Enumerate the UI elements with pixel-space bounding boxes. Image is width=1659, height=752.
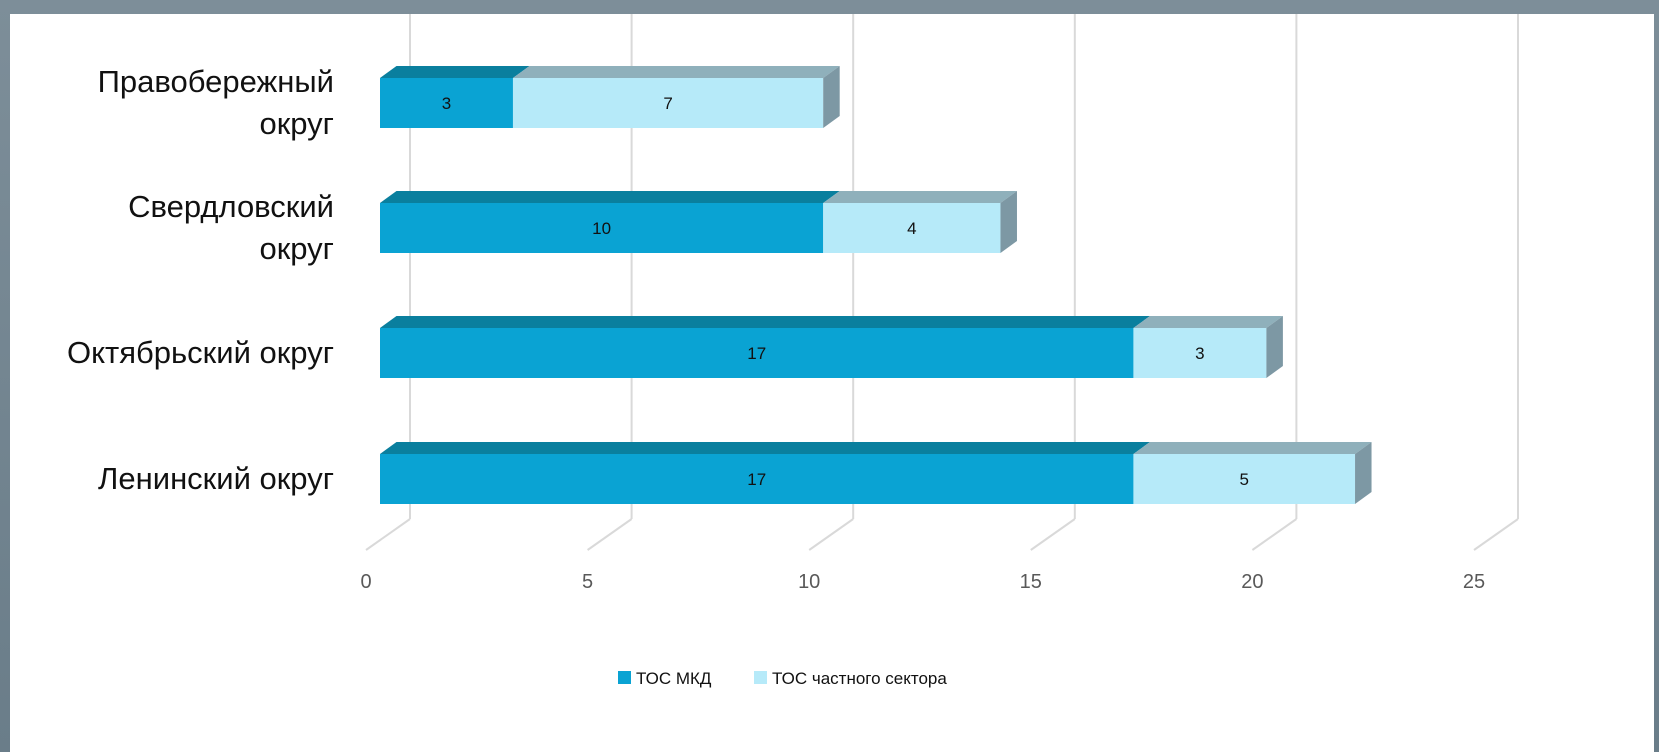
- bars-layer: [380, 66, 1372, 504]
- bar-top-face: [512, 66, 840, 78]
- bar-segment: [380, 203, 824, 253]
- floor-gridline: [1251, 518, 1297, 551]
- chart-panel: [10, 14, 1654, 752]
- data-label: 17: [747, 344, 766, 363]
- x-tick-label: 25: [1463, 571, 1485, 593]
- bar-top-face: [1133, 442, 1372, 454]
- bar-segment: [380, 328, 1134, 378]
- category-label: Ленинский округ: [98, 461, 334, 496]
- legend-label: ТОС частного сектора: [772, 669, 947, 688]
- floor-gridline: [587, 518, 633, 551]
- data-label: 3: [442, 94, 451, 113]
- floor-gridline: [808, 518, 854, 551]
- x-tick-label: 20: [1241, 571, 1263, 593]
- category-label: округ: [259, 106, 334, 141]
- legend: ТОС МКД ТОС частного сектора: [618, 669, 947, 688]
- bar-top-face: [380, 442, 1150, 454]
- data-label: 17: [747, 470, 766, 489]
- category-label: Правобережный: [98, 64, 334, 99]
- category-label: Свердловский: [128, 189, 334, 224]
- x-tick-label: 10: [798, 571, 820, 593]
- bar-top-face: [1133, 316, 1283, 328]
- x-tick-label: 5: [582, 571, 593, 593]
- bar-segment: [380, 78, 513, 128]
- bar-segment: [380, 454, 1134, 504]
- data-label: 7: [663, 94, 672, 113]
- bar-top-face: [380, 316, 1150, 328]
- floor-gridline: [1030, 518, 1076, 551]
- bar-side-face: [1266, 316, 1283, 378]
- bar-top-face: [823, 191, 1017, 203]
- labels-layer: 0 5 10 15 20 25 3 7 Правобережный округ 10 4 Свердло…: [67, 64, 1485, 593]
- category-label: округ: [259, 231, 334, 266]
- x-tick-label: 15: [1020, 571, 1042, 593]
- legend-swatch: [618, 671, 631, 684]
- data-label: 4: [907, 219, 916, 238]
- floor-gridline: [365, 518, 411, 551]
- bar-segment: [1133, 328, 1267, 378]
- bar-side-face: [823, 66, 840, 128]
- data-label: 3: [1195, 344, 1204, 363]
- grid-layer: [365, 14, 1519, 551]
- x-tick-label: 0: [360, 571, 371, 593]
- legend-label: ТОС МКД: [636, 669, 712, 688]
- category-label: Октябрьский округ: [67, 335, 334, 370]
- data-label: 5: [1240, 470, 1249, 489]
- floor-gridline: [1473, 518, 1519, 551]
- bar-segment: [823, 203, 1001, 253]
- bar-segment: [512, 78, 824, 128]
- legend-swatch: [754, 671, 767, 684]
- bar-segment: [1133, 454, 1356, 504]
- bar-side-face: [1355, 442, 1372, 504]
- bar-top-face: [380, 191, 840, 203]
- bar-side-face: [1000, 191, 1017, 253]
- data-label: 10: [592, 219, 611, 238]
- bar-top-face: [380, 66, 530, 78]
